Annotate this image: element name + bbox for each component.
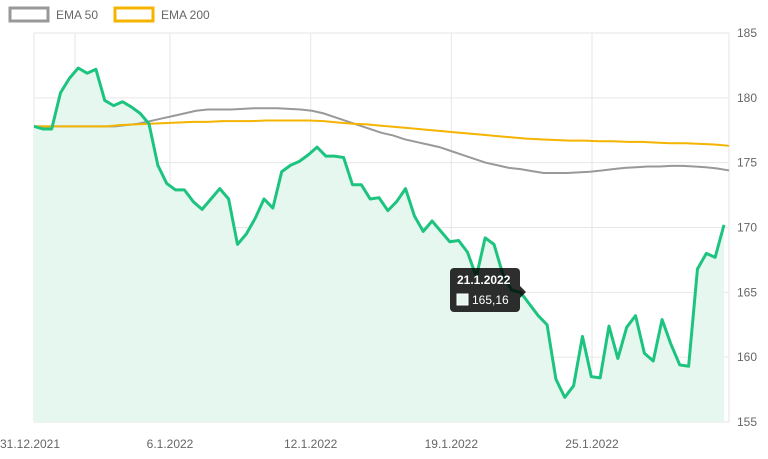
y-tick-label: 155 [737,415,757,429]
y-tick-label: 185 [737,26,757,40]
price-line [33,66,726,399]
tooltip-swatch [456,293,469,306]
series-layer [33,66,730,422]
x-tick-label: 31.12.2021 [0,437,60,451]
y-tick-label: 165 [737,285,757,299]
legend-label-ema50[interactable]: EMA 50 [56,8,98,22]
x-tick-label: 19.1.2022 [425,437,479,451]
x-tick-label: 12.1.2022 [284,437,338,451]
tooltip-date: 21.1.2022 [457,273,511,287]
tooltip-value: 165,16 [472,293,509,307]
legend-swatch-ema50[interactable] [8,6,50,23]
y-tick-label: 180 [737,91,757,105]
y-tick-label: 175 [737,156,757,170]
x-tick-label: 25.1.2022 [565,437,619,451]
y-tick-label: 170 [737,221,757,235]
legend-label-ema200[interactable]: EMA 200 [161,8,210,22]
tooltip: 21.1.2022 165,16 [450,268,526,312]
legend-swatch-ema200[interactable] [113,6,155,23]
y-tick-label: 160 [737,350,757,364]
ema50-line [34,107,730,175]
price-area [34,68,724,422]
tooltip-caret [520,286,526,298]
x-axis: 31.12.2021 6.1.2022 12.1.2022 19.1.2022 25.1… [0,437,619,451]
x-tick-label: 6.1.2022 [147,437,194,451]
legend: EMA 50 EMA 200 [8,6,210,23]
y-axis: 155 160 165 170 175 180 185 [737,26,757,429]
